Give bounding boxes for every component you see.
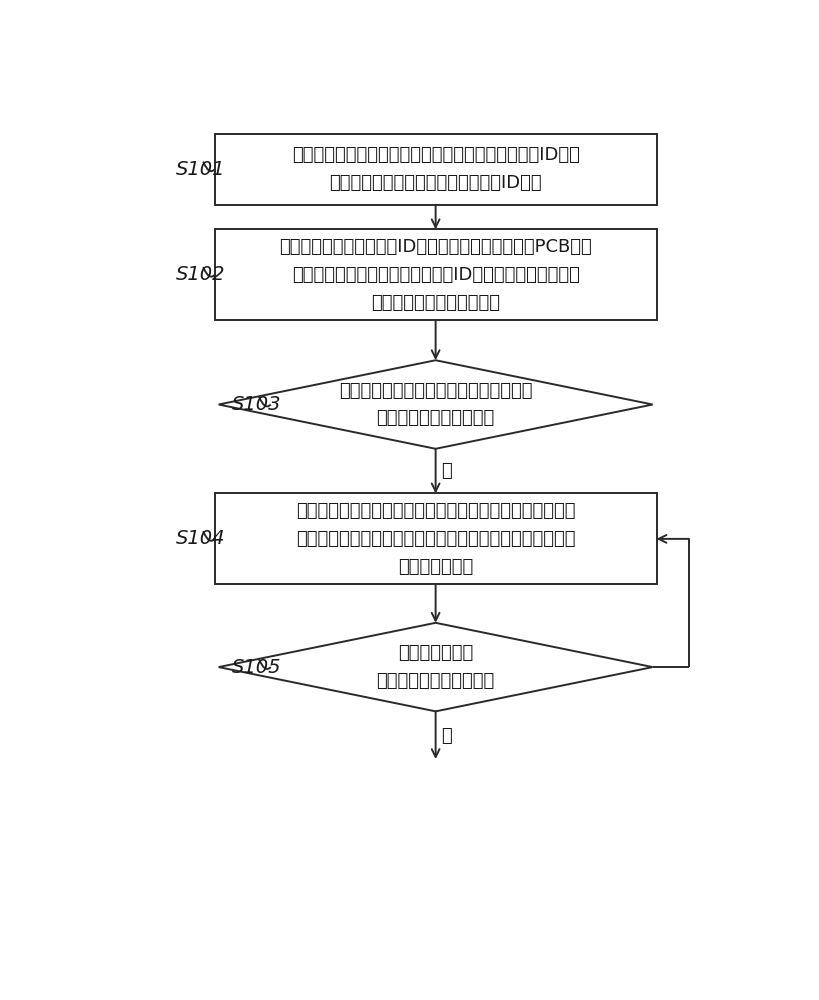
Polygon shape — [219, 360, 653, 449]
Bar — [215, 229, 657, 320]
Text: S101: S101 — [176, 160, 225, 179]
Text: 控制器依据识别到的第一ID信息查询第一地磁芯片在PCB板上
的所处的第一位置以及负载的第一ID地址查询与该负载连接
的电源走线的第一路径位置: 控制器依据识别到的第一ID信息查询第一地磁芯片在PCB板上 的所处的第一位置以及… — [279, 238, 592, 312]
Bar — [215, 493, 657, 584]
Text: 是: 是 — [441, 462, 452, 480]
Text: 是: 是 — [441, 727, 452, 745]
Text: 控制器控制第一地磁芯片停止工作，以及所处第二位置与第
一路径位置之间的距离在预设定的距离范围外的第二地磁芯
片进入工作状态: 控制器控制第一地磁芯片停止工作，以及所处第二位置与第 一路径位置之间的距离在预设… — [296, 502, 576, 576]
Text: S103: S103 — [232, 395, 282, 414]
Text: 控制器检测第一
地磁芯片是否发生故障？: 控制器检测第一 地磁芯片是否发生故障？ — [377, 644, 495, 690]
Text: 控制器识别当前处于工作状态的第一地磁芯片的第一ID信息
以及当前处于工作状态的负载的第一ID地址: 控制器识别当前处于工作状态的第一地磁芯片的第一ID信息 以及当前处于工作状态的负… — [292, 146, 580, 192]
Text: 控制器判断第一位置与第一路径位置是否
在预设定的距离范围内？: 控制器判断第一位置与第一路径位置是否 在预设定的距离范围内？ — [339, 382, 532, 427]
Polygon shape — [219, 623, 653, 711]
Text: S105: S105 — [232, 658, 282, 677]
Text: S104: S104 — [176, 529, 225, 548]
Text: S102: S102 — [176, 265, 225, 284]
Bar — [215, 134, 657, 205]
